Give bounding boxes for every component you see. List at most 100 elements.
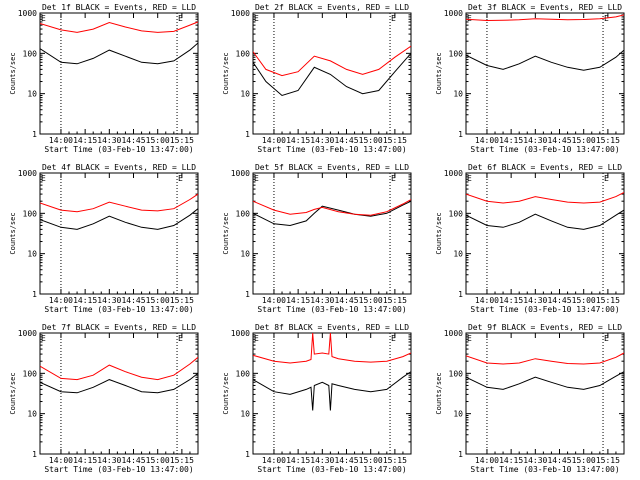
y-tick-label: 1 (458, 290, 463, 299)
y-tick-label: 1 (32, 290, 37, 299)
y-tick-label: 10 (453, 250, 463, 259)
y-tick-label: 1 (32, 450, 37, 459)
x-tick-label: 15:15 (383, 136, 407, 145)
x-tick-label: 15:15 (383, 296, 407, 305)
x-tick-label: 15:00 (146, 456, 170, 465)
y-tick-label: 100 (449, 369, 464, 378)
x-tick-label: 14:15 (286, 456, 310, 465)
y-axis-label: Counts/sec (222, 212, 230, 254)
x-tick-label: 14:30 (523, 136, 547, 145)
plot-frame (252, 332, 412, 455)
x-tick-label: 15:15 (596, 456, 620, 465)
detector-panel-9: Det 9f BLACK = Events, RED = LLD E E 1 10 100… (435, 323, 625, 474)
panel-title: Det 4f BLACK = Events, RED = LLD (42, 163, 196, 172)
e-marker: E (391, 14, 396, 23)
detector-panel-4: Det 4f BLACK = Events, RED = LLD E E 1 10 100… (9, 163, 199, 314)
detector-panel-5: Det 5f BLACK = Events, RED = LLD E E 1 10 100… (222, 163, 412, 314)
x-axis-label: Start Time (03-Feb-10 13:47:00) (44, 145, 193, 154)
x-tick-label: 14:45 (547, 136, 571, 145)
detector-panel-6: Det 6f BLACK = Events, RED = LLD E E 1 10 100… (435, 163, 625, 314)
y-tick-label: 1000 (444, 169, 463, 178)
y-axis-label: Counts/sec (222, 372, 230, 414)
x-tick-label: 14:15 (499, 136, 523, 145)
lld-series-line (40, 193, 198, 213)
y-axis-label: Counts/sec (435, 372, 443, 414)
x-tick-label: 14:00 (49, 456, 73, 465)
lld-series-line (466, 352, 624, 365)
detector-panel-1: Det 1f BLACK = Events, RED = LLD E E 1 10 100… (9, 3, 199, 154)
lld-series-line (253, 333, 411, 364)
e-marker: E (254, 334, 259, 343)
e-marker: E (41, 14, 46, 23)
x-tick-label: 14:45 (334, 456, 358, 465)
y-axis-label: Counts/sec (9, 52, 17, 94)
panel-title: Det 9f BLACK = Events, RED = LLD (468, 323, 622, 332)
x-tick-label: 14:00 (49, 296, 73, 305)
panel-title: Det 8f BLACK = Events, RED = LLD (255, 323, 409, 332)
x-tick-label: 14:15 (73, 136, 97, 145)
x-tick-label: 14:15 (499, 296, 523, 305)
x-tick-label: 15:00 (146, 136, 170, 145)
y-tick-label: 1000 (18, 9, 37, 18)
y-tick-label: 10 (27, 250, 37, 259)
x-tick-label: 14:30 (310, 136, 334, 145)
x-tick-label: 14:15 (73, 456, 97, 465)
e-marker: E (467, 14, 472, 23)
e-marker: E (178, 174, 183, 183)
x-tick-label: 15:15 (383, 456, 407, 465)
y-tick-label: 1 (458, 130, 463, 139)
y-tick-label: 1 (245, 450, 250, 459)
lld-series-line (40, 21, 198, 33)
y-tick-label: 1 (245, 130, 250, 139)
detector-panel-7: Det 7f BLACK = Events, RED = LLD E E 1 10 100… (9, 323, 199, 474)
x-axis-label: Start Time (03-Feb-10 13:47:00) (44, 305, 193, 314)
y-tick-label: 1000 (18, 329, 37, 338)
x-tick-label: 15:00 (359, 296, 383, 305)
x-tick-label: 14:30 (97, 296, 121, 305)
x-axis-label: Start Time (03-Feb-10 13:47:00) (470, 465, 619, 474)
e-marker: E (604, 334, 609, 343)
y-tick-label: 10 (453, 410, 463, 419)
x-tick-label: 14:45 (121, 136, 145, 145)
x-tick-label: 15:15 (596, 136, 620, 145)
x-tick-label: 15:00 (359, 136, 383, 145)
events-series-line (466, 49, 624, 71)
x-tick-label: 14:00 (475, 136, 499, 145)
x-tick-label: 15:15 (170, 456, 194, 465)
lld-series-line (253, 45, 411, 77)
x-tick-label: 14:00 (475, 296, 499, 305)
x-tick-label: 14:30 (523, 296, 547, 305)
y-axis-label: Counts/sec (222, 52, 230, 94)
y-axis-label: Counts/sec (435, 212, 443, 254)
x-tick-label: 14:45 (121, 456, 145, 465)
e-marker: E (178, 334, 183, 343)
y-tick-label: 100 (449, 209, 464, 218)
x-tick-label: 14:15 (286, 296, 310, 305)
x-tick-label: 15:15 (170, 136, 194, 145)
x-tick-label: 14:45 (547, 296, 571, 305)
lld-series-line (40, 356, 198, 381)
y-tick-label: 1 (458, 450, 463, 459)
x-tick-label: 14:30 (97, 136, 121, 145)
y-tick-label: 1000 (231, 329, 250, 338)
x-tick-label: 14:15 (73, 296, 97, 305)
y-tick-label: 100 (23, 49, 38, 58)
x-tick-label: 14:45 (547, 456, 571, 465)
x-tick-label: 15:00 (572, 136, 596, 145)
detector-panel-8: Det 8f BLACK = Events, RED = LLD E E 1 10 100… (222, 323, 412, 474)
x-tick-label: 15:00 (572, 456, 596, 465)
lld-series-line (466, 14, 624, 22)
x-axis-label: Start Time (03-Feb-10 13:47:00) (257, 465, 406, 474)
events-series-line (40, 372, 198, 394)
events-series-line (466, 371, 624, 390)
lld-series-line (466, 191, 624, 204)
y-tick-label: 1000 (444, 329, 463, 338)
y-tick-label: 10 (27, 410, 37, 419)
y-tick-label: 1000 (444, 9, 463, 18)
y-tick-label: 1 (32, 130, 37, 139)
plot-frame (252, 12, 412, 135)
y-tick-label: 100 (236, 49, 251, 58)
panel-title: Det 7f BLACK = Events, RED = LLD (42, 323, 196, 332)
x-tick-label: 14:30 (310, 296, 334, 305)
x-tick-label: 15:00 (572, 296, 596, 305)
